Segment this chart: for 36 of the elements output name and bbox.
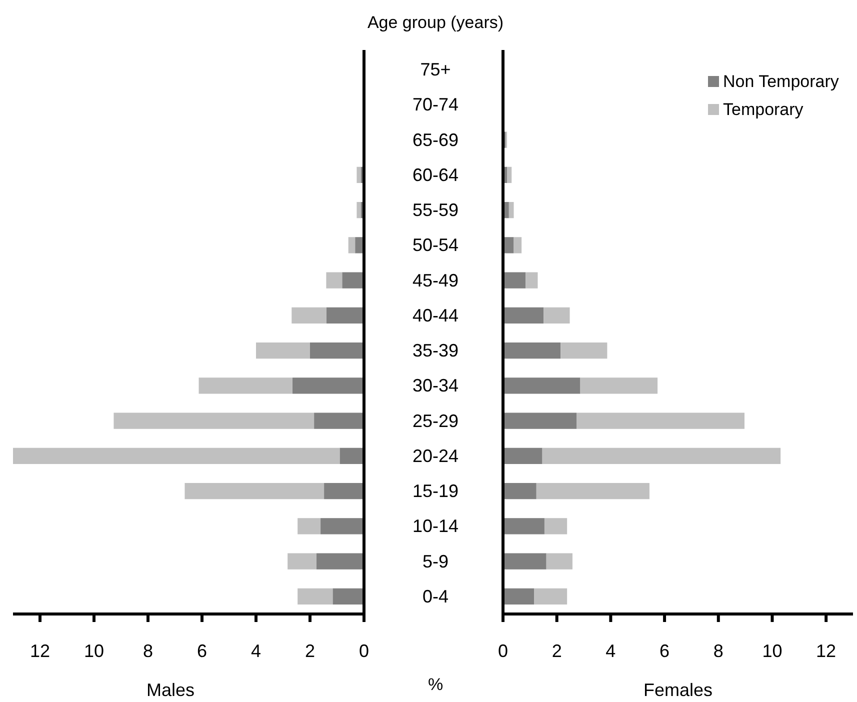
x-tick-label: 10	[84, 641, 104, 661]
y-tick-label: 55-59	[412, 200, 459, 220]
x-tick-label: 0	[358, 641, 370, 661]
y-tick-label: 50-54	[412, 235, 459, 256]
y-tick-label: 60-64	[412, 164, 459, 185]
x-tick-label: 6	[196, 641, 208, 661]
y-tick-label: 0-4	[422, 586, 449, 606]
x-tick-label: 8	[713, 641, 724, 661]
text: %	[428, 675, 444, 694]
y-tick-label: 25-29	[412, 410, 459, 431]
x-tick-label: 10	[762, 641, 782, 661]
y-tick-label: 10-14	[412, 516, 459, 536]
legend-label: Non Temporary	[723, 72, 840, 91]
x-tick-label: 8	[142, 641, 154, 661]
y-tick-label: 40-44	[412, 305, 459, 326]
x-tick-label: 6	[660, 641, 670, 661]
y-tick-label: 75+	[420, 60, 451, 80]
x-tick-label: 2	[552, 641, 562, 661]
x-axis-title: Males	[146, 680, 195, 700]
x-tick-label: 4	[250, 641, 262, 661]
y-tick-label: 5-9	[422, 551, 449, 572]
y-tick-label: 20-24	[412, 446, 459, 466]
y-tick-label: 15-19	[412, 481, 459, 502]
x-axis-title: Females	[643, 680, 713, 700]
y-tick-label: 30-34	[412, 376, 459, 396]
y-axis-title: Age group (years)	[367, 13, 504, 32]
x-tick-label: 2	[304, 641, 316, 661]
x-tick-label: 0	[498, 641, 508, 661]
y-tick-label: 45-49	[412, 270, 459, 290]
legend-label: Temporary	[723, 100, 804, 119]
x-tick-label: 12	[30, 641, 50, 661]
y-tick-label: 70-74	[412, 94, 459, 115]
x-tick-label: 4	[606, 641, 616, 661]
y-tick-label: 35-39	[412, 340, 459, 361]
x-tick-label: 12	[816, 641, 836, 661]
y-tick-label: 65-69	[412, 130, 459, 150]
